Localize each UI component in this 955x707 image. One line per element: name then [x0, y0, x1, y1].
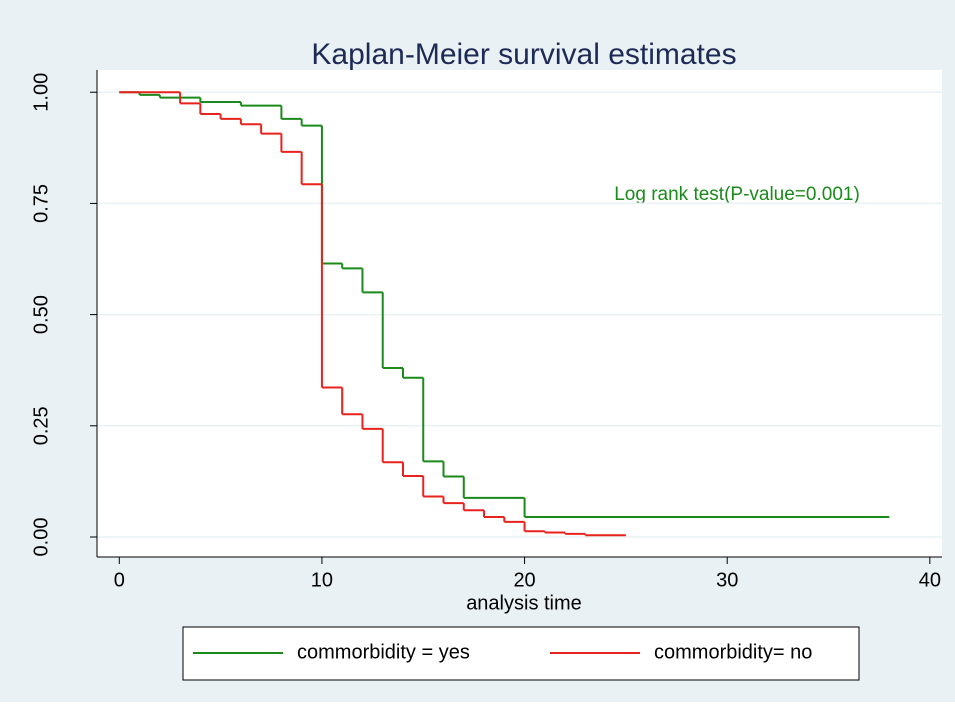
x-axis-label: analysis time — [466, 592, 582, 614]
plot-area — [97, 70, 942, 557]
x-tick-label: 20 — [513, 569, 535, 591]
legend — [182, 626, 860, 681]
y-tick-label: 0.25 — [30, 406, 52, 445]
legend-label: commorbidity = yes — [297, 641, 470, 663]
x-tick-label: 0 — [114, 569, 125, 591]
y-tick-label: 1.00 — [30, 73, 52, 112]
y-tick-label: 0.00 — [30, 518, 52, 557]
x-tick-label: 30 — [716, 569, 738, 591]
x-tick-label: 40 — [919, 569, 941, 591]
y-tick-label: 0.50 — [30, 295, 52, 334]
chart-title: Kaplan-Meier survival estimates — [311, 38, 736, 71]
legend-label: commorbidity= no — [654, 641, 812, 663]
x-tick-label: 10 — [311, 569, 333, 591]
y-tick-label: 0.75 — [30, 184, 52, 223]
annotation: Log rank test(P-value=0.001) — [614, 184, 860, 205]
